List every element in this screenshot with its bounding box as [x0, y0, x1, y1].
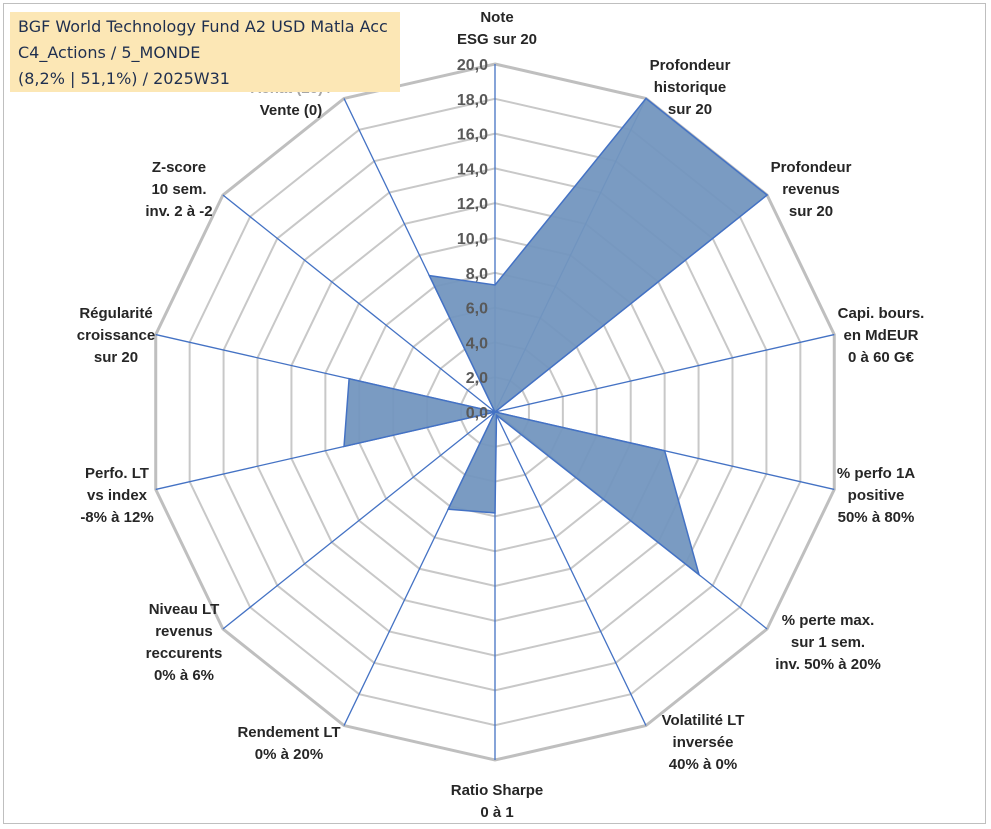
tick-labels: 0,0 2,0 4,0 6,0 8,0 10,0 12,0 14,0 16,0 18,0 20,0 — [457, 57, 488, 422]
category-label-12: Z-score 10 sem. inv. 2 à -2 — [145, 159, 212, 220]
axis-spoke-6 — [494, 411, 647, 726]
tick-label-4: 8,0 — [466, 266, 488, 283]
axis-spoke-12 — [222, 194, 496, 413]
category-label-6: Volatilité LT inversée 40% à 0% — [662, 712, 745, 773]
tick-label-10: 20,0 — [457, 57, 488, 74]
category-label-8: Rendement LT 0% à 20% — [237, 724, 340, 763]
axis-spoke-9 — [222, 411, 496, 630]
chart-title: BGF World Technology Fund A2 USD Matla A… — [18, 17, 388, 36]
chart-frame — [3, 3, 986, 824]
axis-spoke-3 — [494, 333, 835, 413]
category-label-7: Ratio Sharpe 0 à 1 — [451, 782, 544, 821]
tick-label-9: 18,0 — [457, 92, 488, 109]
chart-subtitle-category: C4_Actions / 5_MONDE — [18, 43, 201, 62]
category-label-0: Note ESG sur 20 — [457, 9, 537, 48]
chart-title-box: BGF World Technology Fund A2 USD Matla A… — [10, 12, 400, 92]
tick-label-5: 10,0 — [457, 231, 488, 248]
tick-label-3: 6,0 — [466, 301, 488, 318]
tick-label-7: 14,0 — [457, 161, 488, 178]
category-label-10: Perfo. LT vs index -8% à 12% — [80, 465, 153, 526]
category-label-5: % perte max. sur 1 sem. inv. 50% à 20% — [775, 612, 881, 673]
category-label-2: Profondeur revenus sur 20 — [771, 159, 852, 220]
category-label-9: Niveau LT revenus reccurents 0% à 6% — [146, 601, 223, 684]
category-labels: Note ESG sur 20 Profondeur historique sur 20… — [77, 9, 925, 821]
tick-label-0: 0,0 — [466, 405, 488, 422]
series-area — [343, 97, 769, 577]
tick-label-1: 2,0 — [466, 370, 488, 387]
category-label-4: % perfo 1A positive 50% à 80% — [837, 465, 916, 526]
tick-label-6: 12,0 — [457, 196, 488, 213]
tick-label-2: 4,0 — [466, 335, 488, 352]
category-label-11: Régularité croissance sur 20 — [77, 305, 155, 366]
chart-subtitle-stats: (8,2% | 51,1%) / 2025W31 — [18, 69, 230, 88]
category-label-1: Profondeur historique sur 20 — [650, 57, 731, 118]
tick-label-8: 16,0 — [457, 127, 488, 144]
series-0-area — [343, 97, 769, 577]
category-label-3: Capi. bours. en MdEUR 0 à 60 G€ — [838, 305, 925, 366]
